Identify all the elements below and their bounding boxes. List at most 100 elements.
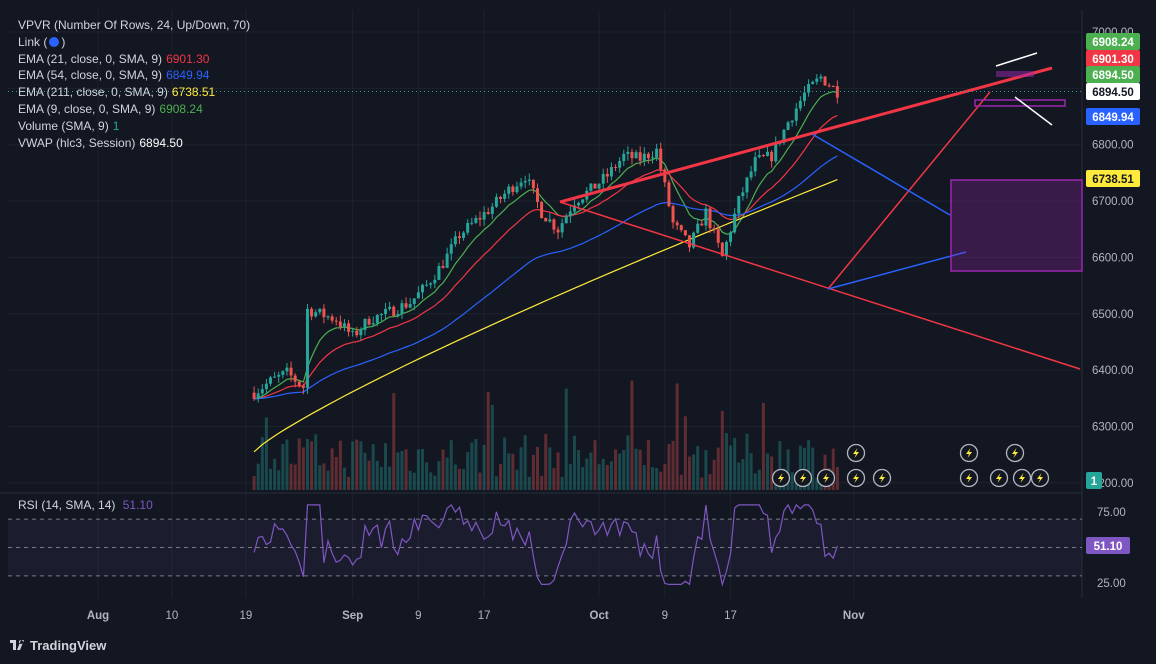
candle-9 <box>289 361 293 382</box>
candle-96 <box>646 152 650 164</box>
legend-link-label: Link ( <box>18 34 48 49</box>
price-axis[interactable]: 7000.006900.006800.006700.006600.006500.… <box>1092 27 1134 590</box>
candle-body <box>560 223 564 233</box>
lightning-icon <box>853 473 859 483</box>
tradingview-logo-icon <box>10 640 24 650</box>
ema-lines <box>253 90 838 453</box>
legend-link[interactable]: Link () <box>18 34 250 51</box>
volume-bar-88 <box>614 449 618 490</box>
volume-bar-83 <box>593 440 597 490</box>
event-icons[interactable] <box>771 443 1050 488</box>
volume-bar-38 <box>408 470 412 490</box>
volume-bar-26 <box>359 441 363 490</box>
candle-40 <box>416 286 420 299</box>
volume-bar-16 <box>318 465 322 490</box>
candle-26 <box>359 327 363 341</box>
volume-bar-98 <box>655 468 659 490</box>
candle-body <box>729 232 733 242</box>
volume-bar-75 <box>560 476 564 490</box>
volume-bar-12 <box>301 447 305 490</box>
candle-body <box>412 298 416 305</box>
legend-ema9[interactable]: EMA (9, close, 0, SMA, 9) 6908.24 <box>18 101 250 118</box>
volume-bar-137 <box>815 477 819 490</box>
earnings-event-icon-1[interactable] <box>793 468 813 488</box>
candle-body <box>400 303 404 315</box>
time-axis[interactable]: Aug 10 19 Sep 9 17 Oct 9 17 Nov <box>87 610 865 622</box>
candle-body <box>420 284 424 293</box>
candle-29 <box>371 316 375 327</box>
candle-body <box>277 374 281 377</box>
candle-83 <box>593 183 597 189</box>
legend-vwap-value: 6894.50 <box>139 135 183 150</box>
candle-116 <box>729 230 733 247</box>
volume-bar-93 <box>634 448 638 490</box>
price-tick-7: 6300.00 <box>1092 421 1134 433</box>
candle-body <box>597 183 601 189</box>
earnings-event-icon-0[interactable] <box>771 468 791 488</box>
candle-24 <box>351 328 355 337</box>
volume-bar-6 <box>277 470 281 490</box>
earnings-event-icon-8[interactable] <box>1030 468 1050 488</box>
rsi-legend[interactable]: RSI (14, SMA, 14) 51.10 <box>18 498 153 512</box>
legend-ema54[interactable]: EMA (54, close, 0, SMA, 9) 6849.94 <box>18 67 250 84</box>
volume-bar-87 <box>609 461 613 490</box>
candle-8 <box>285 363 289 376</box>
candle-28 <box>367 316 371 326</box>
drawings[interactable] <box>8 52 1083 370</box>
candle-body <box>667 182 671 207</box>
candle-43 <box>429 281 433 289</box>
volume-bar-23 <box>347 476 351 490</box>
earnings-event-icon-7[interactable] <box>1012 468 1032 488</box>
legend-ema9-label: EMA (9, close, 0, SMA, 9) <box>18 101 156 116</box>
earnings-event-icon-4[interactable] <box>872 468 892 488</box>
candle-111 <box>708 206 712 234</box>
volume-bar-81 <box>585 458 589 490</box>
candle-10 <box>293 373 297 388</box>
candle-94 <box>638 146 642 166</box>
earnings-event-icon-9[interactable] <box>846 443 866 463</box>
earnings-event-icon-10[interactable] <box>959 443 979 463</box>
volume-bar-49 <box>453 464 457 490</box>
earnings-event-icon-11[interactable] <box>1005 443 1025 463</box>
volume-bar-136 <box>811 447 815 490</box>
candle-body <box>552 219 556 230</box>
time-tick-2: 19 <box>239 610 252 622</box>
candle-45 <box>437 262 441 281</box>
volume-bar-111 <box>708 474 712 490</box>
volume-bar-31 <box>379 466 383 490</box>
volume-bar-20 <box>334 456 338 490</box>
candle-76 <box>564 213 568 224</box>
rsi-tag-bg <box>1086 536 1130 554</box>
volume-bar-123 <box>757 469 761 490</box>
volume-bar-108 <box>696 446 700 490</box>
legend-vwap[interactable]: VWAP (hlc3, Session) 6894.50 <box>18 135 250 152</box>
price-tag-4: 6849.94 <box>1086 108 1140 125</box>
volume-bar-109 <box>700 477 704 490</box>
volume-bar-34 <box>392 393 396 490</box>
earnings-event-icon-3[interactable] <box>846 468 866 488</box>
earnings-event-icon-6[interactable] <box>989 468 1009 488</box>
candle-37 <box>404 297 408 310</box>
candle-body <box>556 229 560 233</box>
legend-ema21[interactable]: EMA (21, close, 0, SMA, 9) 6901.30 <box>18 51 250 68</box>
earnings-event-icon-2[interactable] <box>816 468 836 488</box>
lightning-icon <box>778 473 784 483</box>
candle-53 <box>470 217 474 226</box>
candle-body <box>733 213 737 233</box>
volume-bar-32 <box>384 443 388 490</box>
volume-bar-90 <box>622 449 626 490</box>
candle-body <box>429 283 433 285</box>
lightning-icon <box>966 473 972 483</box>
volume-bar-142 <box>835 466 839 490</box>
legend-vpvr[interactable]: VPVR (Number Of Rows, 24, Up/Down, 70) <box>18 17 250 34</box>
tradingview-logo[interactable]: TradingView <box>10 638 106 653</box>
candle-body <box>334 320 338 322</box>
candle-57 <box>486 207 490 215</box>
candle-body <box>536 188 540 202</box>
legend-volume[interactable]: Volume (SMA, 9) 1 <box>18 118 250 135</box>
legend-ema211[interactable]: EMA (211, close, 0, SMA, 9) 6738.51 <box>18 84 250 101</box>
candle-123 <box>757 149 761 159</box>
earnings-event-icon-5[interactable] <box>959 468 979 488</box>
candle-137 <box>815 74 819 85</box>
